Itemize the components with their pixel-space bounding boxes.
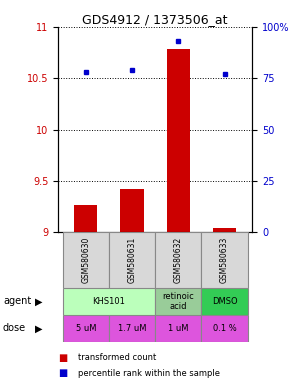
Bar	[63, 288, 155, 315]
Text: retinoic
acid: retinoic acid	[162, 292, 194, 311]
Bar	[202, 315, 248, 342]
Text: transformed count: transformed count	[78, 353, 157, 362]
Text: 1.7 uM: 1.7 uM	[118, 324, 146, 333]
Title: GDS4912 / 1373506_at: GDS4912 / 1373506_at	[82, 13, 228, 26]
Text: 5 uM: 5 uM	[75, 324, 96, 333]
Text: 1 uM: 1 uM	[168, 324, 188, 333]
Text: ▶: ▶	[35, 323, 43, 333]
Bar	[109, 232, 155, 288]
Bar	[63, 232, 109, 288]
Bar	[63, 315, 109, 342]
Text: 0.1 %: 0.1 %	[213, 324, 236, 333]
Text: GSM580630: GSM580630	[81, 237, 90, 283]
Bar	[74, 205, 97, 232]
Bar	[120, 189, 144, 232]
Bar	[109, 315, 155, 342]
Text: KHS101: KHS101	[93, 297, 125, 306]
Bar	[155, 315, 202, 342]
Text: percentile rank within the sample: percentile rank within the sample	[78, 369, 220, 378]
Bar	[202, 288, 248, 315]
Text: ■: ■	[58, 353, 67, 363]
Text: GSM580633: GSM580633	[220, 237, 229, 283]
Text: agent: agent	[3, 296, 31, 306]
Bar	[155, 288, 202, 315]
Bar	[167, 50, 190, 232]
Bar	[213, 228, 236, 232]
Text: ■: ■	[58, 368, 67, 378]
Text: GSM580632: GSM580632	[174, 237, 183, 283]
Text: dose: dose	[3, 323, 26, 333]
Text: DMSO: DMSO	[212, 297, 237, 306]
Bar	[155, 232, 202, 288]
Text: GSM580631: GSM580631	[128, 237, 137, 283]
Bar	[202, 232, 248, 288]
Text: ▶: ▶	[35, 296, 43, 306]
